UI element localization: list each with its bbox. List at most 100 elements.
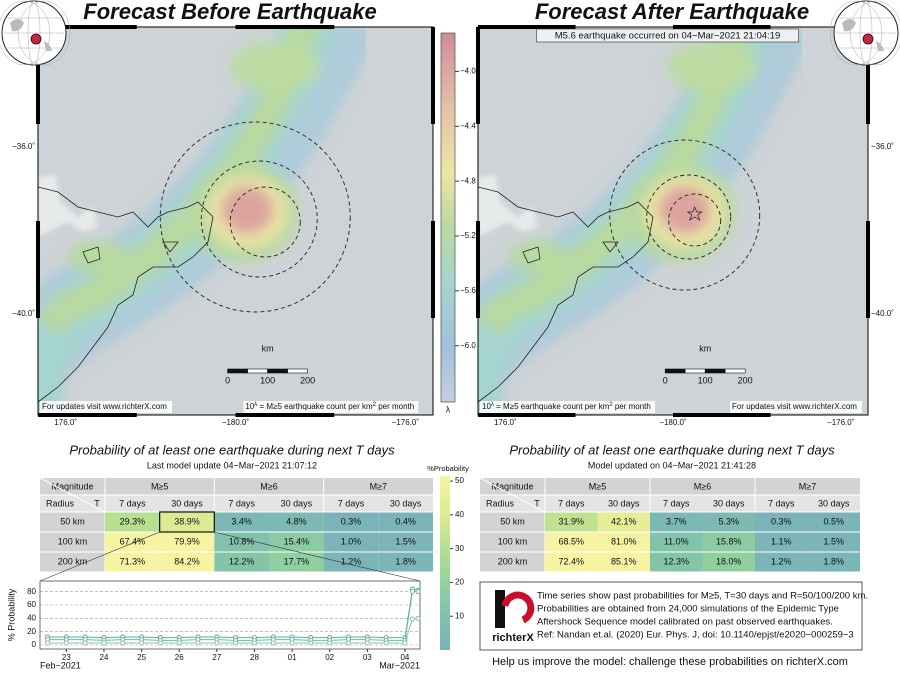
series-point [176, 640, 182, 646]
y-tick-label: 20 [27, 627, 36, 636]
coastline [522, 241, 619, 264]
footer-units-part: = M≥5 earthquake count per km [257, 402, 373, 411]
probability-cell [105, 532, 160, 552]
probability-colorbar-label: 30 [455, 544, 464, 553]
probability-colorbar [440, 476, 450, 650]
probability-cell [755, 532, 808, 552]
magnitude: M≥6 [260, 481, 277, 491]
series-point [402, 640, 408, 646]
globe-location [862, 33, 874, 45]
period: 30 days [281, 498, 313, 508]
series-point [308, 640, 314, 646]
x-tick-label: 26 [175, 653, 184, 662]
probability-value: 1.5% [823, 536, 844, 546]
probability-value: 15.8% [716, 536, 742, 546]
probability-value: 0.3% [341, 516, 362, 526]
lon-label: −180.0˚ [659, 418, 687, 427]
probability-cell [214, 532, 269, 552]
info-line: Probabilities are obtained from 24,000 s… [537, 604, 839, 615]
footer-units-part: λ [491, 402, 494, 408]
series-point [270, 640, 276, 646]
footer-url: For updates visit www.richterX.com [732, 402, 857, 411]
series-point [120, 640, 126, 646]
series-point [63, 640, 69, 646]
probability-cell [269, 532, 324, 552]
left-table-subtitle: Last model update 04−Mar−2021 21:07:12 [147, 460, 317, 470]
probability-cell [545, 532, 598, 552]
probability-cell [650, 552, 703, 572]
magnitude: M≥6 [694, 481, 711, 491]
probability-value: 1.8% [395, 556, 416, 566]
radius: 50 km [60, 516, 85, 526]
field-green-left [508, 241, 568, 273]
x-tick-label: 25 [137, 653, 146, 662]
probability-value: 67.4% [120, 536, 146, 546]
probability-cell [323, 532, 379, 552]
probability-cell [702, 532, 755, 552]
probability-value: 38.9% [174, 516, 200, 526]
probability-value: 1.2% [341, 556, 362, 566]
t-header: T [534, 498, 540, 508]
info-line: Ref: Nandan et.al. (2020) Eur. Phys. J, … [537, 630, 854, 641]
radius-circle [668, 193, 722, 247]
scale-segment [664, 368, 686, 374]
probability-value: 1.1% [771, 536, 792, 546]
x-tick-label: 01 [288, 653, 297, 662]
scale-label: 100 [698, 375, 713, 385]
probability-value: 81.0% [611, 536, 637, 546]
table-header [480, 495, 860, 512]
probability-value: 71.3% [120, 556, 146, 566]
probability-value: 0.4% [395, 516, 416, 526]
probability-value: 42.1% [611, 516, 637, 526]
probability-cell [545, 512, 598, 532]
magnitude: M≥5 [151, 481, 168, 491]
probability-value: 1.0% [341, 536, 362, 546]
lat-label: −36.0˚ [871, 142, 894, 151]
scale-segment [247, 368, 268, 374]
coastline [38, 186, 214, 403]
probability-cell [214, 552, 269, 572]
colorbar-symbol: λ [446, 404, 451, 414]
highlight-cell [159, 511, 215, 533]
field-green-top [667, 42, 757, 92]
radius: 200 km [498, 556, 528, 566]
series-point [415, 615, 421, 621]
field-pink-blob [221, 186, 274, 234]
period: 30 days [608, 498, 640, 508]
t-header: T [94, 498, 100, 508]
footer-units-part: 10 [245, 402, 254, 411]
y-tick-label: 0 [32, 640, 37, 649]
probability-cell [105, 512, 160, 532]
map-layer: km 0 100 200 For updates visit www.richterX.… [478, 27, 868, 415]
probability-colorbar-label: 50 [455, 476, 464, 485]
radius: 100 km [58, 536, 88, 546]
probability-cell [650, 532, 703, 552]
probability-cell [597, 532, 650, 552]
left-table-title: Probability of at least one earthquake d… [69, 442, 395, 457]
colorbar-label: −5.6 [460, 286, 476, 295]
radius-circle [609, 139, 761, 291]
annotation-box [536, 28, 799, 43]
right-title: Forecast After Earthquake [535, 0, 809, 24]
probability-cell [159, 532, 215, 552]
probability-cell [105, 552, 160, 572]
period: 7 days [119, 498, 146, 508]
coastline [82, 241, 179, 264]
footer-box [730, 401, 862, 413]
map: km 0 100 200 For updates visit www.richterX.… [476, 25, 894, 427]
series-point [82, 640, 88, 646]
table-header [480, 478, 860, 495]
x-tick-label: 27 [212, 653, 221, 662]
footer-units-part: 2 [373, 402, 377, 408]
radius: 200 km [58, 556, 88, 566]
x-tick-label: 28 [250, 653, 259, 662]
period: 30 days [171, 498, 203, 508]
probability-cell [159, 552, 215, 572]
table-radius-col [40, 512, 105, 572]
globe-land [10, 19, 52, 51]
radius-circle [646, 174, 732, 260]
plot-frame [39, 580, 421, 650]
colorbar [440, 32, 456, 403]
probability-cell [807, 552, 860, 572]
